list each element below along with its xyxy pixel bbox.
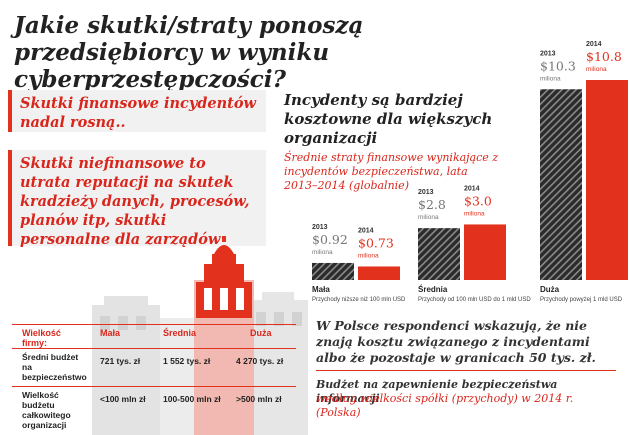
value-label: $0.92: [312, 232, 348, 247]
financial-effects-callout: Skutki finansowe incydentów nadal rosną.…: [8, 90, 266, 132]
table-cell: <100 mln zł: [100, 394, 146, 404]
table-row-label-total: Wielkość budżetu całkowitego organizacji: [22, 390, 71, 430]
year-label: 2013: [418, 189, 434, 196]
year-label: 2014: [586, 41, 602, 48]
table-column-medium: Średnia: [163, 328, 197, 338]
unit-label: miliona: [586, 66, 607, 73]
budget-subtitle: według wielkości spółki (przychody) w 20…: [316, 392, 574, 419]
value-label: $3.0: [464, 193, 492, 208]
table-column-large: Duża: [250, 328, 272, 338]
unit-label: miliona: [418, 214, 439, 221]
budget-heading: Budżet na zapewnienie bezpieczeństwa inf…: [316, 378, 558, 405]
category-note: Przychody niższe niż 100 mln USD: [312, 297, 406, 303]
page-title: Jakie skutki/straty ponoszą przedsiębior…: [14, 12, 364, 93]
unit-label: miliona: [540, 75, 561, 82]
table-header-label: Wielkość firmy:: [22, 328, 61, 348]
table-row-rule: [12, 386, 296, 387]
table-cell: 1 552 tys. zł: [163, 356, 211, 366]
bar-Średnia-2014: [464, 224, 506, 280]
unit-label: miliona: [358, 252, 379, 259]
poland-note: W Polsce respondenci wskazują, że nie zn…: [316, 318, 596, 365]
year-label: 2014: [358, 227, 374, 234]
year-label: 2014: [464, 185, 480, 192]
bar-Duża-2013: [540, 89, 582, 280]
table-row-label-budget: Średni budżet na bezpieczeństwo: [22, 352, 87, 382]
category-label: Duża: [540, 285, 560, 294]
bar-Duża-2014: [586, 80, 628, 280]
value-label: $10.3: [540, 58, 576, 73]
chart-heading: Incydenty są bardziej kosztowne dla więk…: [284, 91, 493, 147]
table-header-rule: [12, 348, 296, 349]
category-note: Przychody od 100 mln USD do 1 mld USD: [418, 297, 531, 303]
table-cell: >500 mln zł: [236, 394, 282, 404]
category-label: Mała: [312, 285, 330, 294]
bar-Mała-2013: [312, 262, 354, 280]
unit-label: miliona: [464, 210, 485, 217]
bar-Mała-2014: [358, 266, 400, 280]
table-cell: 4 270 tys. zł: [236, 356, 284, 366]
table-cell: 721 tys. zł: [100, 356, 141, 366]
table-top-rule: [12, 324, 296, 325]
value-label: $10.8: [586, 49, 622, 64]
chart-subtitle: Średnie straty finansowe wynikające z in…: [284, 151, 499, 192]
unit-label: miliona: [312, 249, 333, 256]
category-note: Przychody powyżej 1 mld USD: [540, 297, 623, 303]
year-label: 2013: [312, 224, 328, 231]
value-label: $2.8: [418, 197, 446, 212]
category-label: Średnia: [418, 285, 448, 294]
non-financial-effects-callout: Skutki niefinansowe to utrata reputacji …: [8, 150, 266, 248]
table-cell: 100-500 mln zł: [163, 394, 221, 404]
section-divider: [316, 370, 616, 371]
bar-Średnia-2013: [418, 228, 460, 280]
table-column-small: Mała: [100, 328, 121, 338]
year-label: 2013: [540, 50, 556, 57]
value-label: $0.73: [358, 235, 394, 250]
